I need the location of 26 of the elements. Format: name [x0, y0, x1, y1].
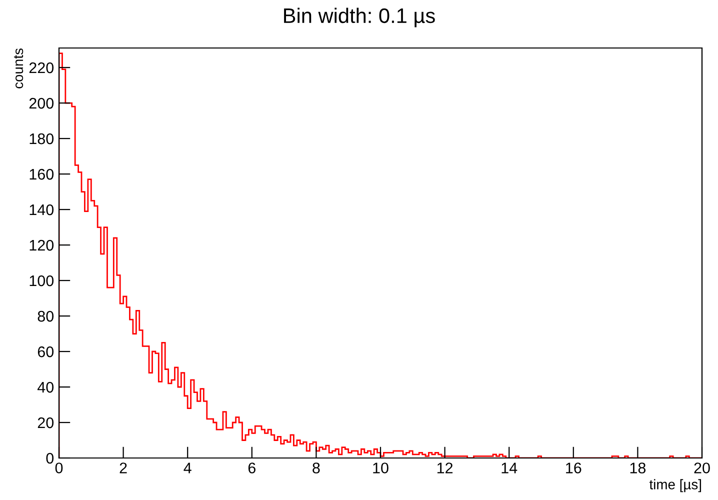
y-tick-label: 0: [46, 452, 54, 464]
x-tick-label: 10: [373, 462, 388, 474]
y-tick-label: 20: [38, 417, 54, 428]
y-tick-label: 80: [38, 310, 54, 322]
x-tick-label: 12: [437, 462, 453, 474]
y-tick-label: 40: [38, 382, 54, 393]
x-tick-label: 16: [566, 462, 582, 474]
x-tick-label: 18: [630, 462, 646, 474]
x-tick-label: 2: [120, 462, 127, 474]
x-tick-label: 6: [248, 462, 256, 474]
x-tick-label: 20: [694, 462, 710, 474]
x-tick-label: 4: [184, 462, 192, 474]
y-tick-label: 180: [30, 133, 54, 144]
y-tick-label: 140: [30, 204, 54, 216]
x-tick-label: 8: [312, 462, 320, 474]
y-tick-label: 120: [30, 240, 54, 251]
y-tick-label: 60: [38, 346, 54, 358]
x-tick-label: 14: [502, 462, 518, 474]
y-tick-label: 100: [30, 275, 54, 286]
y-tick-label: 220: [29, 62, 54, 74]
y-tick-label: 160: [30, 168, 54, 180]
y-tick-label: 200: [29, 98, 54, 109]
y-axis-title: counts: [14, 48, 24, 88]
chart-title: Bin width: 0.1 µs: [284, 8, 435, 28]
x-axis-title: time [µs]: [649, 479, 702, 492]
x-tick-label: 0: [55, 462, 63, 474]
